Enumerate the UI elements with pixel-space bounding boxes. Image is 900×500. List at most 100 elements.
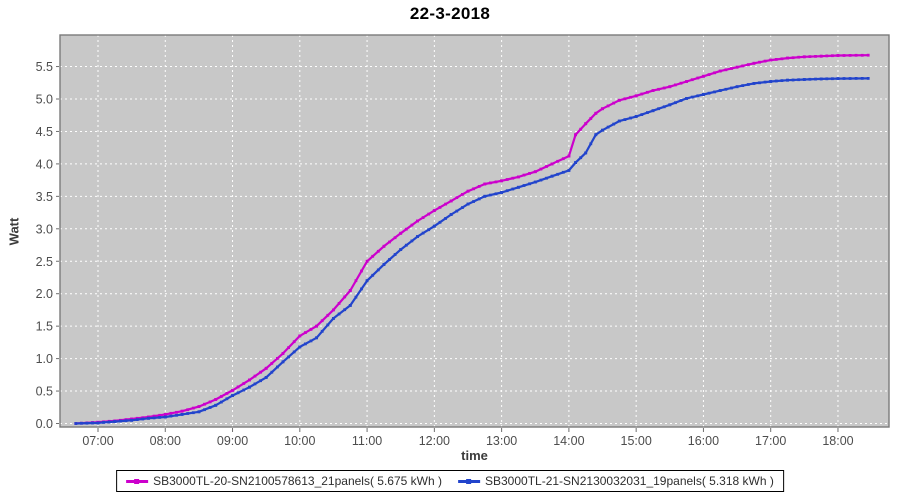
series-point-1 [612, 122, 616, 126]
series-point-1 [180, 413, 184, 416]
series-point-0 [276, 357, 279, 360]
series-point-0 [455, 196, 459, 199]
legend-point-icon [134, 478, 140, 484]
series-point-0 [477, 185, 481, 188]
series-point-1 [511, 187, 515, 191]
series-point-0 [674, 83, 677, 87]
series-point-0 [533, 170, 537, 174]
series-point-0 [197, 405, 201, 408]
series-point-1 [629, 116, 632, 120]
series-point-0 [354, 279, 358, 283]
series-point-0 [617, 98, 621, 102]
series-point-0 [668, 85, 672, 89]
series-point-0 [371, 254, 375, 258]
series-point-0 [657, 87, 660, 91]
series-point-1 [556, 172, 560, 176]
series-point-1 [545, 176, 548, 180]
series-point-0 [860, 53, 864, 57]
series-point-1 [393, 253, 397, 256]
series-point-0 [825, 54, 829, 58]
series-point-0 [814, 55, 817, 58]
plot-border [59, 34, 890, 428]
series-point-0 [472, 187, 475, 191]
series-point-0 [556, 159, 560, 163]
series-point-0 [579, 127, 583, 131]
x-tick-label: 07:00 [82, 434, 113, 448]
series-point-0 [802, 55, 806, 59]
series-point-0 [163, 413, 167, 416]
series-point-0 [186, 408, 190, 412]
legend: SB3000TL-20-SN2100578613_21panels( 5.675… [116, 470, 784, 492]
series-point-0 [382, 244, 386, 248]
series-point-1 [589, 142, 593, 146]
series-point-0 [696, 76, 700, 80]
series-point-1 [528, 182, 531, 186]
series-point-0 [640, 92, 644, 96]
series-point-0 [561, 157, 565, 161]
series-point-1 [679, 99, 683, 102]
series-point-1 [662, 105, 666, 109]
series-point-0 [175, 410, 178, 414]
y-tick-label: 1.0 [36, 352, 53, 366]
series-point-1 [292, 350, 296, 354]
series-point-1 [365, 279, 369, 283]
series-point-1 [825, 77, 829, 81]
series-point-0 [651, 89, 655, 92]
series-point-1 [690, 95, 694, 99]
series-point-0 [404, 227, 408, 231]
series-point-0 [427, 212, 431, 216]
series-point-0 [505, 178, 509, 181]
series-point-1 [371, 273, 375, 277]
series-point-0 [567, 154, 571, 158]
series-point-0 [248, 378, 251, 382]
series-point-0 [842, 54, 846, 57]
series-point-1 [276, 365, 279, 369]
series-point-1 [814, 77, 817, 81]
series-point-1 [780, 79, 784, 82]
series-point-0 [511, 176, 515, 180]
series-point-1 [421, 231, 425, 235]
series-point-0 [724, 68, 728, 72]
series-point-0 [808, 55, 812, 58]
series-point-0 [836, 54, 840, 57]
series-point-0 [601, 107, 604, 111]
series-point-1 [242, 388, 246, 392]
series-point-1 [702, 93, 705, 96]
series-point-1 [517, 185, 520, 189]
series-point-0 [539, 167, 543, 171]
series-point-1 [634, 115, 638, 118]
series-point-0 [702, 74, 705, 78]
series-point-0 [763, 59, 767, 63]
series-point-0 [866, 53, 870, 57]
series-point-0 [393, 236, 397, 240]
series-point-0 [292, 340, 296, 344]
series-point-1 [248, 385, 251, 389]
series-point-0 [707, 73, 711, 76]
series-point-1 [860, 77, 864, 80]
series-point-1 [539, 178, 543, 182]
series-point-0 [713, 71, 716, 75]
series-point-1 [343, 308, 347, 312]
series-point-1 [208, 406, 212, 409]
series-point-0 [819, 54, 823, 58]
series-point-0 [550, 162, 554, 166]
x-tick-label: 18:00 [822, 434, 853, 448]
series-point-1 [309, 339, 313, 343]
series-point-0 [158, 413, 162, 417]
series-point-1 [489, 193, 492, 197]
series-point-1 [320, 329, 324, 333]
y-tick-label: 0.0 [36, 417, 53, 431]
series-point-1 [455, 209, 459, 213]
series-point-1 [270, 370, 274, 374]
series-point-1 [741, 84, 745, 87]
series-point-0 [152, 414, 156, 418]
series-point-0 [432, 209, 436, 212]
series-point-1 [836, 77, 840, 80]
series-point-0 [214, 398, 218, 401]
y-axis-label: Watt [6, 217, 22, 246]
series-point-1 [416, 235, 419, 238]
series-point-1 [522, 184, 526, 187]
series-point-0 [315, 324, 318, 328]
series-point-0 [365, 259, 369, 263]
series-point-0 [848, 54, 852, 57]
